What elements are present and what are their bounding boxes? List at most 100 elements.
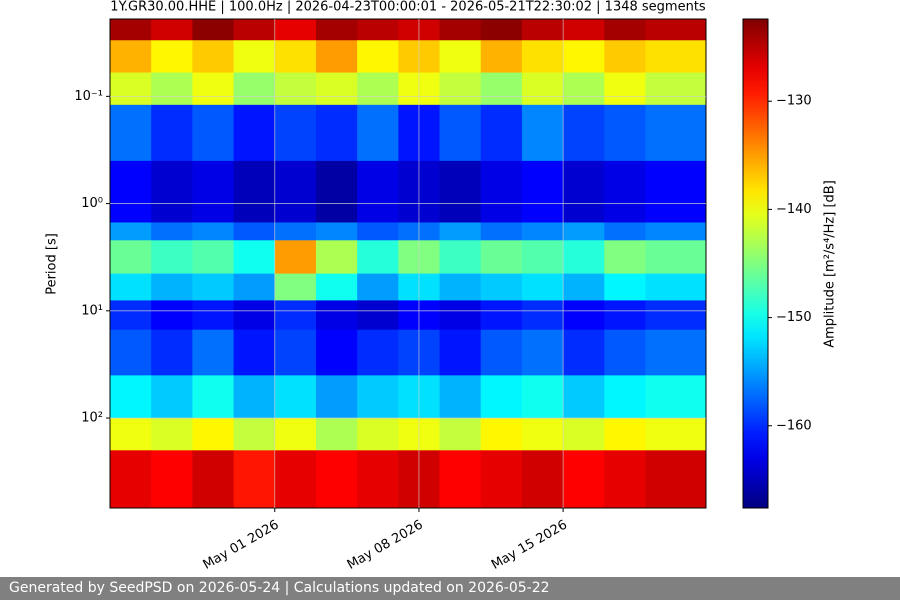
heatmap-cell (151, 300, 193, 331)
heatmap-cell (439, 40, 482, 74)
heatmap-cell (233, 418, 276, 451)
heatmap-cell (480, 329, 523, 376)
chart-title: 1Y.GR30.00.HHE | 100.0Hz | 2026-04-23T00… (110, 0, 706, 15)
heatmap-cell (563, 300, 605, 331)
heatmap-cell (233, 72, 276, 106)
heatmap-cell (274, 160, 317, 223)
plot-area (109, 18, 707, 509)
heatmap-cell (151, 329, 193, 376)
heatmap-cell (357, 160, 399, 223)
heatmap-cell (563, 104, 605, 162)
colorbar-tick-label: −160 (776, 418, 812, 433)
heatmap-cell (439, 240, 482, 275)
heatmap-cell (521, 40, 564, 74)
heatmap-cell (274, 418, 317, 451)
heatmap-cell (521, 19, 564, 41)
heatmap-cell (110, 450, 152, 509)
heatmap-cell (192, 300, 235, 331)
heatmap-cell (315, 104, 358, 162)
heatmap-cell (439, 375, 482, 419)
heatmap-cell (521, 418, 564, 451)
heatmap-cell (521, 329, 564, 376)
heatmap-cell (110, 104, 152, 162)
heatmap-cell (274, 72, 317, 106)
heatmap-cell (110, 273, 152, 301)
heatmap-cell (192, 222, 235, 241)
heatmap-cell (521, 273, 564, 301)
heatmap-cell (480, 273, 523, 301)
heatmap-cell (439, 222, 482, 241)
heatmap-cell (604, 300, 646, 331)
heatmap-cell (151, 375, 193, 419)
heatmap-cell (151, 19, 193, 41)
heatmap-cell (480, 160, 523, 223)
heatmap-cell (645, 240, 707, 275)
colorbar-tick-label: −130 (776, 94, 812, 109)
heatmap-cell (357, 450, 399, 509)
heatmap-cell (110, 222, 152, 241)
heatmap-cell (439, 329, 482, 376)
heatmap-cell (604, 273, 646, 301)
heatmap-cell (563, 160, 605, 223)
heatmap-cell (151, 450, 193, 509)
y-tick-label: 10² (81, 411, 103, 426)
heatmap-cell (110, 375, 152, 419)
heatmap-cell (233, 222, 276, 241)
plot-frame (109, 18, 707, 509)
heatmap-cell (357, 104, 399, 162)
heatmap-cell (315, 240, 358, 275)
heatmap-cell (357, 40, 399, 74)
heatmap-cell (315, 19, 358, 41)
heatmap-cell (110, 160, 152, 223)
y-tick-label: 10⁻¹ (74, 89, 103, 104)
heatmap-cell (604, 222, 646, 241)
heatmap-cell (274, 375, 317, 419)
y-tick-label: 10¹ (81, 303, 103, 318)
heatmap-cell (357, 240, 399, 275)
heatmap-cell (645, 300, 707, 331)
colorbar-label: Amplitude [m²/s⁴/Hz] [dB] (823, 180, 838, 348)
heatmap-cell (110, 300, 152, 331)
heatmap-cell (192, 329, 235, 376)
heatmap-cell (645, 160, 707, 223)
colorbar (742, 18, 769, 509)
heatmap-cell (439, 72, 482, 106)
heatmap-cell (110, 40, 152, 74)
heatmap-cell (563, 450, 605, 509)
heatmap-cell (192, 40, 235, 74)
heatmap-cell (480, 450, 523, 509)
colorbar-tick-label: −140 (776, 202, 812, 217)
heatmap-cell (645, 329, 707, 376)
y-tick-label: 10⁰ (81, 196, 103, 211)
heatmap-cell (315, 329, 358, 376)
heatmap-cell (645, 19, 707, 41)
heatmap-cell (604, 19, 646, 41)
heatmap-cell (315, 222, 358, 241)
heatmap-cell (315, 40, 358, 74)
heatmap-cell (563, 418, 605, 451)
heatmap-cell (604, 72, 646, 106)
heatmap-cell (233, 450, 276, 509)
heatmap-cell (439, 450, 482, 509)
heatmap-cell (274, 329, 317, 376)
heatmap-cell (151, 160, 193, 223)
heatmap-cell (274, 222, 317, 241)
heatmap-cell (151, 72, 193, 106)
heatmap-cell (192, 72, 235, 106)
heatmap-cell (563, 273, 605, 301)
heatmap-cell (480, 375, 523, 419)
heatmap-cell (274, 273, 317, 301)
heatmap-cell (192, 273, 235, 301)
heatmap-cell (604, 375, 646, 419)
heatmap-cell (233, 240, 276, 275)
heatmap-cell (645, 418, 707, 451)
x-tick-label: May 08 2026 (345, 518, 426, 573)
heatmap-cell (521, 240, 564, 275)
heatmap-cell (645, 40, 707, 74)
heatmap-cell (480, 418, 523, 451)
heatmap-cell (192, 160, 235, 223)
heatmap-cell (521, 300, 564, 331)
heatmap-cell (233, 40, 276, 74)
heatmap-cell (563, 72, 605, 106)
heatmap-cell (645, 104, 707, 162)
